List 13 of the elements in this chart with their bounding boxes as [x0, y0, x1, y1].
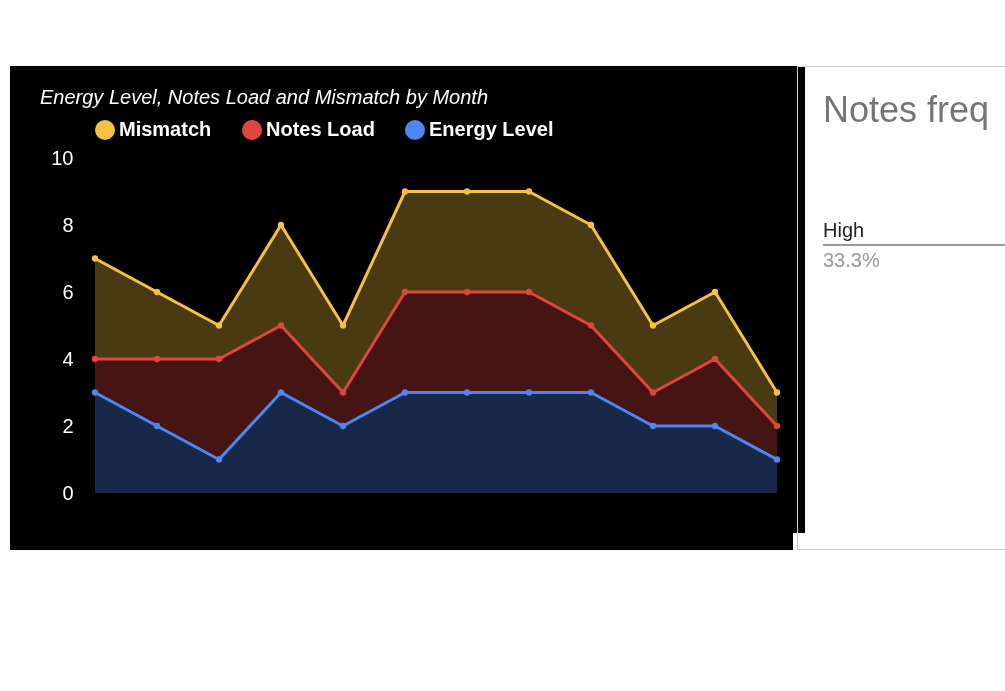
y-tick-label: 10 — [51, 146, 74, 169]
y-tick-label: 0 — [62, 481, 74, 504]
legend-label: Notes Load — [266, 118, 375, 140]
legend-label: Mismatch — [119, 118, 212, 140]
legend-label: Energy Level — [429, 118, 554, 140]
text: Notes freq — [823, 89, 990, 131]
text: 33.3% — [823, 249, 880, 272]
y-tick-label: 2 — [62, 414, 74, 437]
y-tick-label: 4 — [62, 347, 74, 370]
chart-title: Energy Level, Notes Load and Mismatch by Month — [40, 86, 489, 108]
text: High — [823, 219, 865, 242]
y-tick-label: 8 — [62, 213, 74, 236]
y-tick-label: 6 — [62, 280, 74, 303]
